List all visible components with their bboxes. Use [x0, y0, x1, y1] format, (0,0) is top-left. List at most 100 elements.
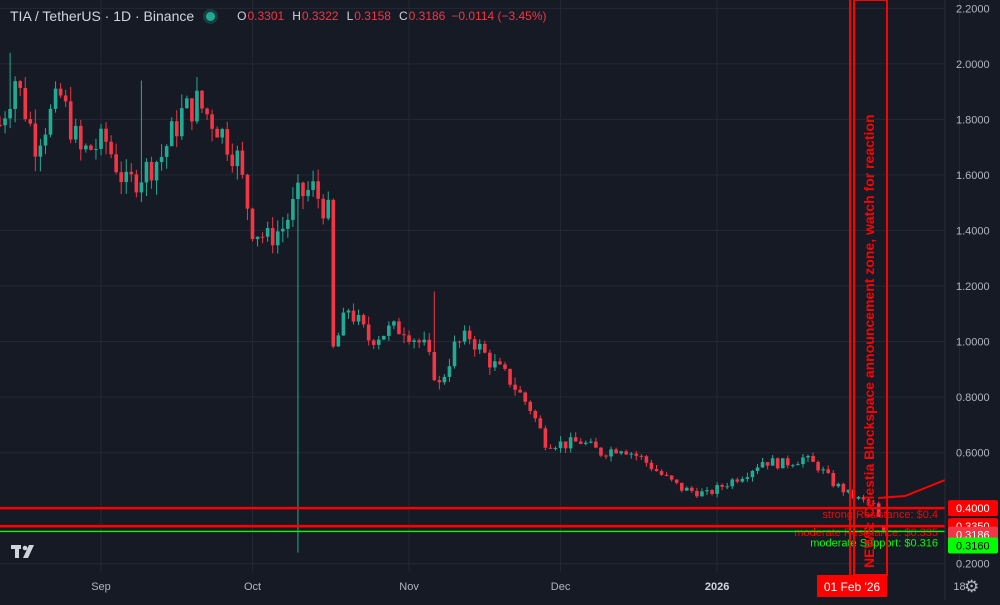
candle-body	[573, 437, 578, 442]
date-tag[interactable]: 01 Feb '26	[817, 575, 887, 597]
candle	[422, 331, 426, 346]
candle	[63, 89, 68, 107]
candle-body	[225, 129, 230, 155]
candle-body	[417, 340, 421, 343]
candle	[685, 486, 689, 491]
candle	[13, 76, 17, 123]
price-levels[interactable]: strong Resistance: $0.4 moderate Resistan…	[0, 479, 946, 549]
candle-body	[185, 98, 189, 109]
candle	[644, 454, 649, 467]
candle-body	[134, 174, 139, 193]
candle-body	[472, 339, 477, 350]
candle	[407, 330, 411, 345]
candle	[255, 236, 260, 247]
candle	[674, 479, 679, 485]
candle-body	[775, 458, 780, 469]
candle-body	[740, 478, 745, 482]
candle	[210, 109, 214, 142]
time-tick: 18	[953, 581, 965, 593]
market-status-icon	[206, 11, 216, 21]
candle-body	[685, 487, 689, 491]
high-label: H	[292, 9, 301, 23]
candle	[457, 340, 462, 348]
candle-body	[392, 321, 396, 326]
candle	[513, 377, 517, 396]
candle	[336, 332, 341, 347]
candle-body	[780, 458, 785, 469]
price-tag[interactable]: 0.3160	[948, 537, 998, 554]
candle	[442, 374, 447, 385]
candle-body	[811, 455, 815, 462]
candle	[871, 499, 876, 507]
candle-body	[654, 469, 659, 472]
candle	[452, 335, 457, 369]
candle-body	[8, 108, 12, 119]
candle-body	[260, 236, 265, 238]
candle	[341, 307, 346, 336]
candle	[185, 95, 189, 109]
candle	[493, 353, 497, 372]
candle-body	[432, 351, 437, 381]
candle	[286, 213, 290, 238]
candle-body	[210, 114, 214, 129]
candle-body	[84, 145, 88, 150]
candle	[43, 128, 48, 155]
tradingview-logo-icon[interactable]	[10, 540, 40, 562]
price-tick: 0.2000	[956, 559, 990, 571]
candle-body	[296, 182, 300, 200]
candle-body	[770, 458, 775, 466]
candle-body	[543, 428, 548, 448]
candle	[488, 349, 492, 375]
candle	[700, 488, 704, 497]
price-axis[interactable]: 2.2000 2.0000 1.8000 1.6000 1.4000 1.2000 1.00…	[944, 0, 998, 600]
candle-body	[599, 447, 603, 456]
price-tag-bg	[948, 500, 998, 517]
candle	[104, 122, 108, 155]
level-label: moderate Support: $0.316	[810, 537, 938, 549]
candle-body	[371, 340, 376, 345]
candle-body	[13, 81, 17, 109]
candle-body	[639, 455, 644, 457]
candle	[669, 475, 674, 482]
candle	[543, 425, 548, 451]
candle	[573, 432, 578, 442]
price-tag[interactable]: 0.4000	[948, 500, 998, 517]
candle-body	[513, 384, 517, 390]
candle-body	[589, 441, 593, 443]
news-marker[interactable]: NEWS: Celestia Blockspace announcement z…	[817, 0, 888, 597]
candle	[366, 316, 371, 346]
candle-body	[245, 174, 250, 209]
candle	[589, 438, 593, 444]
candle-body	[427, 339, 432, 352]
time-axis[interactable]: Sep Oct Nov Dec 2026 18	[91, 581, 965, 593]
candle	[796, 461, 800, 466]
price-tick: 1.4000	[956, 225, 990, 237]
candle-body	[523, 392, 527, 402]
price-tag-label: 0.4000	[956, 503, 990, 515]
candle	[361, 313, 366, 328]
candle-body	[710, 490, 714, 494]
candle-body	[679, 482, 684, 491]
candle	[346, 308, 351, 319]
candle-body	[79, 125, 83, 150]
candle-body	[270, 227, 275, 246]
candle-body	[634, 453, 639, 456]
candle-body	[316, 181, 320, 199]
candle-body	[477, 343, 482, 350]
price-tick: 0.6000	[956, 448, 990, 460]
candle	[831, 470, 836, 488]
candle	[467, 325, 472, 345]
grid	[0, 0, 960, 572]
symbol-title[interactable]: TIA / TetherUS · 1D · Binance	[10, 8, 195, 24]
candle	[28, 111, 33, 127]
candle	[518, 386, 522, 393]
candle-body	[124, 171, 129, 183]
candle-body	[725, 486, 729, 488]
gear-icon[interactable]: ⚙	[964, 577, 980, 596]
candle	[765, 462, 770, 470]
candle	[139, 80, 144, 203]
candle	[477, 339, 482, 355]
